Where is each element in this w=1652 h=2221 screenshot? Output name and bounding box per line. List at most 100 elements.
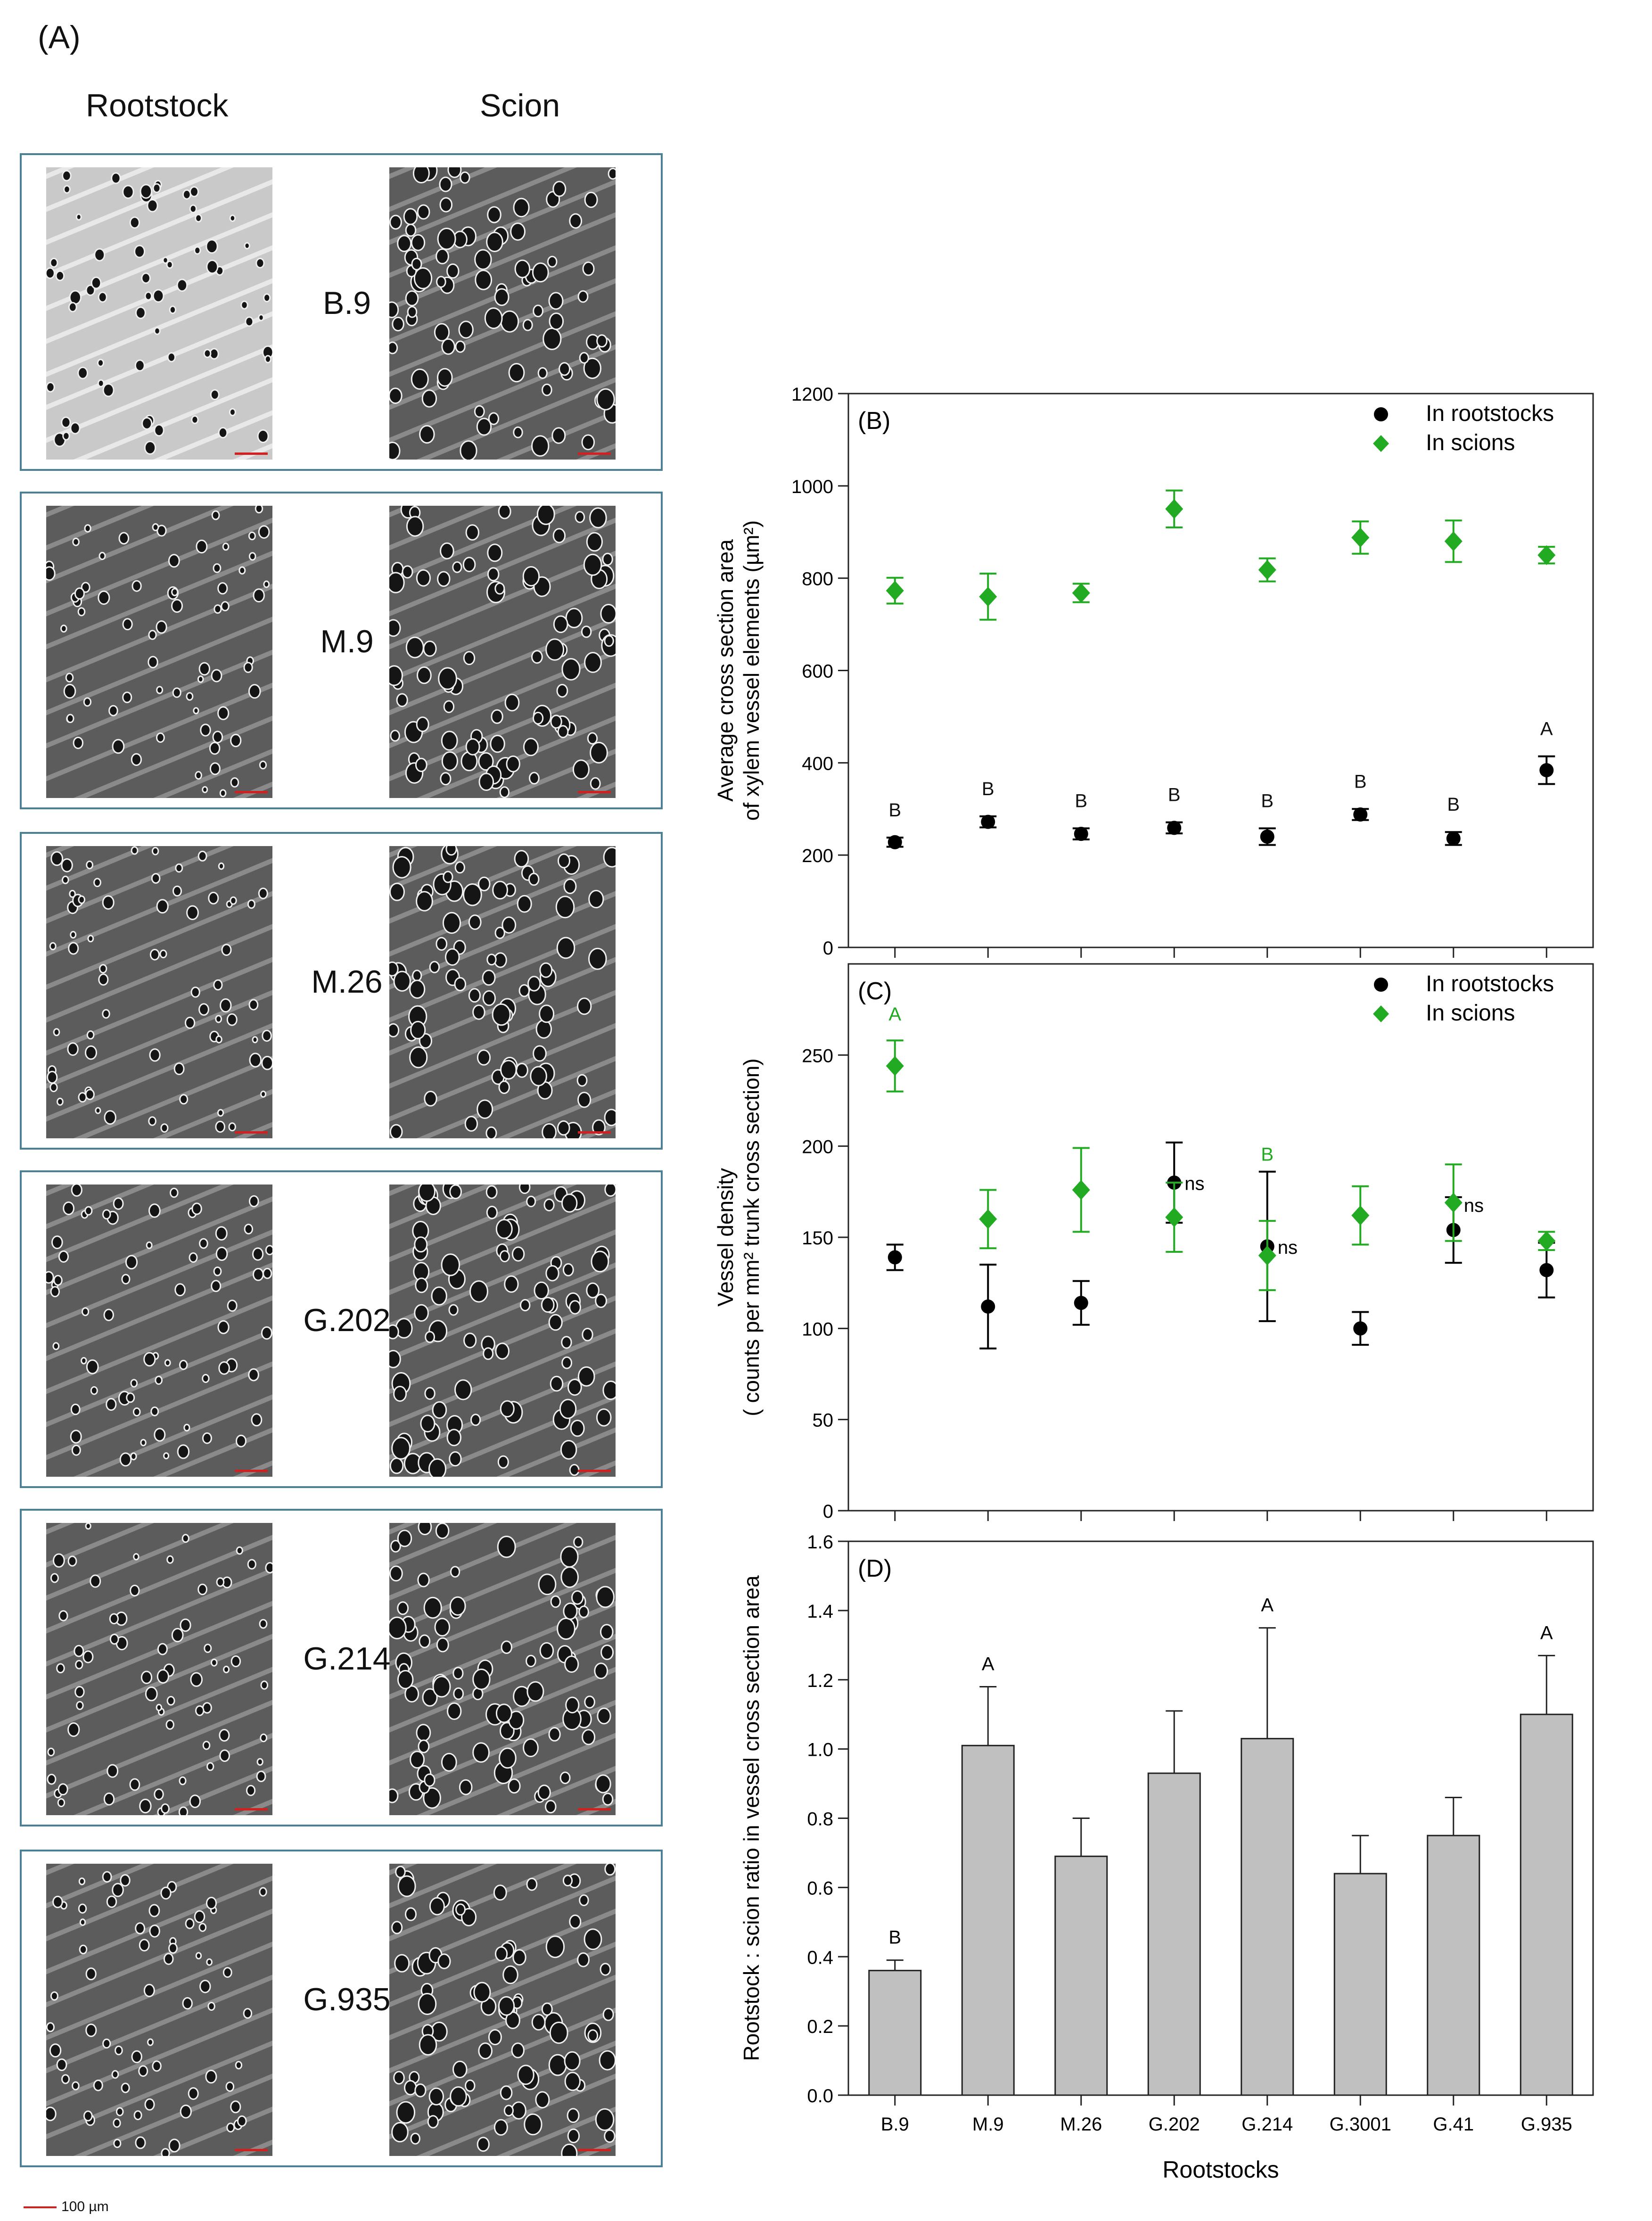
significance-letter: B (1354, 771, 1367, 792)
legend-label: In scions (1426, 1001, 1515, 1026)
legend-marker-rootstock (1374, 407, 1388, 421)
bar (1333, 1873, 1387, 2096)
data-point-rootstock (981, 1299, 995, 1314)
ns-annotation: ns (1278, 1237, 1298, 1258)
data-point-scion (1351, 527, 1370, 548)
legend-marker-scion (1373, 1005, 1389, 1022)
y-tick-label: 1.6 (807, 1532, 833, 1553)
y-tick-label: 600 (802, 661, 833, 682)
x-axis-label: Rootstocks (1162, 2156, 1279, 2183)
significance-letter: A (1540, 719, 1553, 740)
scale-bar (235, 452, 268, 455)
data-point-scion (1444, 1193, 1463, 1213)
x-tick-label: G.41 (1433, 2114, 1474, 2135)
x-tick-label: G.3001 (1330, 2114, 1391, 2135)
scion-column-header: Scion (480, 88, 560, 123)
data-point-rootstock (888, 835, 902, 849)
rootstock-label: M.26 (311, 964, 383, 1000)
data-point-scion (1072, 1180, 1090, 1200)
y-axis-label: Rootstock : scion ratio in vessel cross … (739, 1575, 764, 2061)
significance-letter: A (888, 1004, 901, 1025)
micrograph-box-g214: G.214 (20, 1509, 663, 1826)
scale-bar (235, 791, 268, 793)
scale-bar (578, 2149, 611, 2151)
y-tick-label: 50 (813, 1410, 834, 1431)
bar (868, 1970, 922, 2096)
x-tick-label: G.202 (1149, 2114, 1200, 2135)
significance-letter: B (888, 1927, 901, 1948)
data-point-scion (979, 1209, 997, 1229)
data-point-rootstock (1353, 1321, 1368, 1336)
scale-bar (235, 1470, 268, 1472)
scale-bar (235, 2149, 268, 2151)
significance-letter: B (1168, 785, 1181, 806)
data-point-rootstock (1539, 1263, 1554, 1277)
scale-bar (578, 1470, 611, 1472)
x-tick-label: M.9 (972, 2114, 1004, 2135)
rootstock-label: G.202 (303, 1302, 391, 1338)
scion-micrograph (389, 167, 616, 460)
ns-annotation: ns (1464, 1195, 1484, 1216)
y-tick-label: 400 (802, 753, 833, 774)
rootstock-micrograph (46, 1185, 272, 1477)
data-point-rootstock (1353, 807, 1368, 822)
significance-letter: B (982, 779, 994, 799)
y-axis-label-line2: of xylem vessel elements (µm²) (739, 520, 764, 821)
bar (1054, 1855, 1108, 2096)
x-tick-label: B.9 (881, 2114, 909, 2135)
data-point-scion (1351, 1205, 1370, 1226)
y-tick-label: 200 (802, 846, 833, 866)
y-tick-label: 0.4 (807, 1947, 833, 1968)
y-tick-label: 1000 (791, 477, 833, 497)
micrograph-box-g935: G.935 (20, 1850, 663, 2167)
rootstock-label: G.214 (303, 1641, 391, 1677)
micrograph-box-g202: G.202 (20, 1170, 663, 1488)
data-point-rootstock (1446, 831, 1461, 846)
significance-letter: A (982, 1653, 994, 1674)
scale-bar (235, 1808, 268, 1810)
scion-micrograph (389, 1185, 616, 1477)
scale-bar (235, 1131, 268, 1134)
data-point-rootstock (1539, 763, 1554, 777)
rootstock-label: G.935 (303, 1982, 391, 2017)
scale-bar-icon (24, 2206, 57, 2209)
bar (1241, 1738, 1294, 2096)
legend-label: In rootstocks (1426, 401, 1554, 426)
data-point-scion (1537, 545, 1556, 565)
micrograph-box-b9: B.9 (20, 153, 663, 471)
panel-label: (C) (858, 978, 892, 1005)
scale-bar (578, 452, 611, 455)
y-tick-label: 1.2 (807, 1670, 833, 1691)
scale-label: 100 µm (61, 2199, 109, 2214)
data-point-scion (1258, 560, 1276, 580)
data-point-rootstock (981, 814, 995, 829)
y-tick-label: 0 (823, 938, 833, 959)
data-point-scion (1258, 1245, 1276, 1266)
significance-letter: A (1540, 1622, 1553, 1643)
bar (1427, 1834, 1480, 2096)
data-point-scion (1165, 499, 1184, 519)
legend-label: In rootstocks (1426, 971, 1554, 996)
y-tick-label: 1.0 (807, 1740, 833, 1760)
data-point-scion (886, 581, 904, 601)
x-tick-label: G.935 (1521, 2114, 1572, 2135)
rootstock-micrograph (46, 1864, 272, 2156)
panel-label: (B) (858, 407, 890, 435)
scale-bar (578, 1808, 611, 1810)
data-point-scion (886, 1056, 904, 1076)
rootstock-label: M.9 (320, 624, 374, 659)
bar (1520, 1713, 1573, 2096)
significance-letter: A (1261, 1595, 1274, 1616)
scion-micrograph (389, 1864, 616, 2156)
y-tick-label: 100 (802, 1319, 833, 1340)
rootstock-micrograph (46, 167, 272, 460)
rootstock-label: B.9 (322, 285, 371, 321)
y-tick-label: 1.4 (807, 1601, 833, 1622)
data-point-rootstock (1260, 830, 1274, 844)
significance-letter: B (1075, 790, 1087, 811)
panel-a-label: (A) (38, 19, 81, 55)
scion-micrograph (389, 846, 616, 1138)
rootstock-micrograph (46, 506, 272, 798)
plot-frame (847, 963, 1594, 1512)
